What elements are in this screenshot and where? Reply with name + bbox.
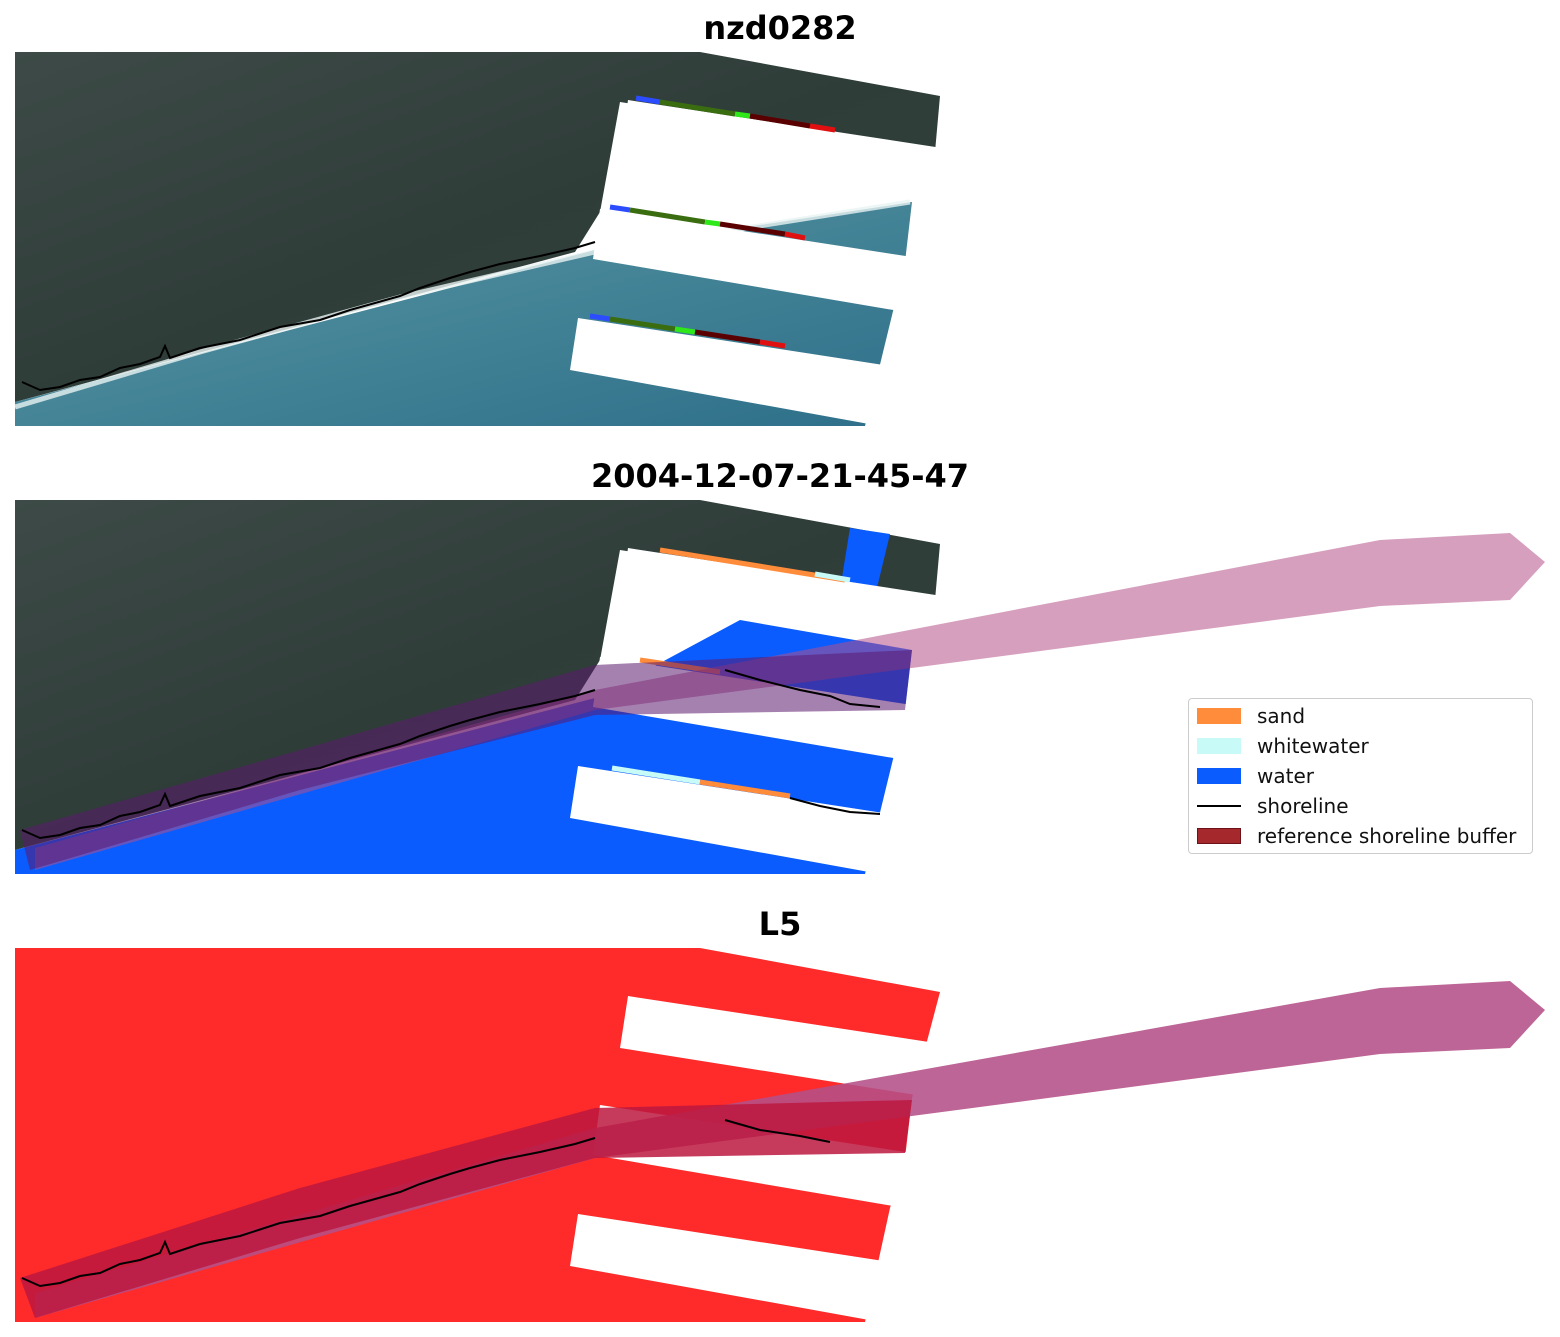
mask-buffer-overlap xyxy=(20,1100,912,1318)
legend-label: reference shoreline buffer xyxy=(1257,824,1517,848)
panel-title-classified: 2004-12-07-21-45-47 xyxy=(590,457,970,495)
legend: sand whitewater water shoreline referenc… xyxy=(1188,698,1533,854)
shoreline-line-swatch xyxy=(1197,805,1241,807)
stripe-edge-marks xyxy=(589,95,836,349)
legend-label: sand xyxy=(1257,704,1306,728)
panel-title-mask: L5 xyxy=(758,905,802,943)
whitewater-swatch xyxy=(1197,738,1241,754)
shoreline xyxy=(21,1137,596,1288)
rgb-image-panel xyxy=(14,52,942,426)
panel-title-rgb: nzd0282 xyxy=(703,9,857,47)
water-class-north xyxy=(840,528,890,596)
buffer-swatch xyxy=(1197,828,1241,844)
nodata-stripes xyxy=(570,996,942,1322)
shoreline-south xyxy=(789,797,881,815)
legend-label: shoreline xyxy=(1257,794,1349,818)
water-swatch xyxy=(1197,768,1241,784)
land-area xyxy=(15,52,940,402)
shoreline-east xyxy=(724,1119,831,1143)
mask-image-panel xyxy=(15,948,1545,1322)
reference-shoreline-buffer-inner xyxy=(20,650,912,870)
shoreline xyxy=(21,241,596,392)
shoreline xyxy=(21,689,596,840)
reference-shoreline-buffer xyxy=(35,533,1545,870)
nodata-stripes xyxy=(570,100,942,426)
shoreline-east xyxy=(724,669,881,708)
sand-swatch xyxy=(1197,708,1241,724)
land-area xyxy=(15,500,940,850)
classified-image-panel xyxy=(15,500,1545,874)
reference-shoreline-buffer xyxy=(35,981,1545,1318)
legend-label: whitewater xyxy=(1257,734,1369,758)
legend-label: water xyxy=(1257,764,1314,788)
